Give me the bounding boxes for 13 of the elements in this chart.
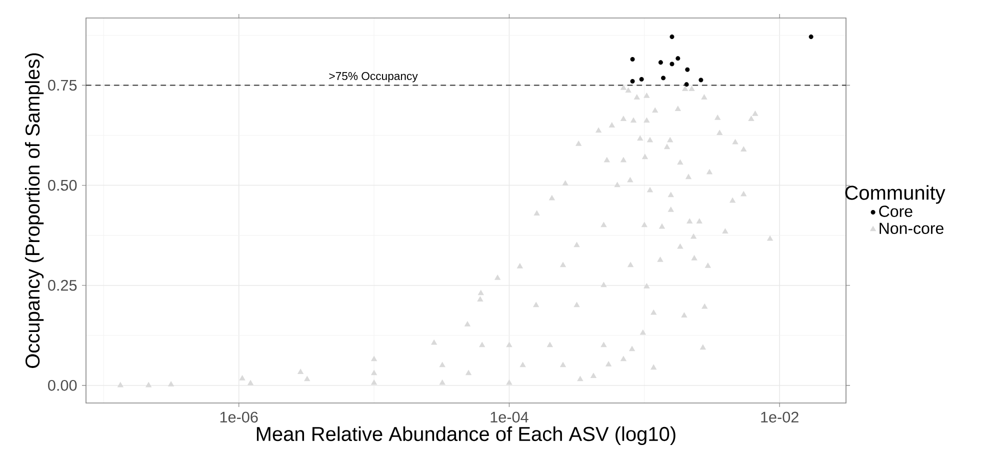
legend-title: Community: [845, 185, 946, 204]
legend-label: Core: [879, 206, 912, 217]
ref-line-label: >75% Occupancy: [329, 72, 418, 82]
y-tick-label: 0.00: [48, 380, 77, 391]
x-tick-label: 1e-02: [761, 412, 798, 423]
x-tick-label: 1e-04: [490, 412, 528, 423]
legend-label: Non-core: [880, 222, 944, 234]
y-tick-label: 0.75: [48, 80, 77, 91]
y-tick-label: 0.50: [48, 180, 77, 191]
y-axis-title: Occupancy (Proportion of Samples): [24, 53, 44, 368]
x-tick-label: 1e-06: [220, 412, 258, 423]
x-axis-title: Mean Relative Abundance of Each ASV (log10): [256, 426, 676, 446]
y-tick-label: 0.25: [48, 280, 77, 291]
